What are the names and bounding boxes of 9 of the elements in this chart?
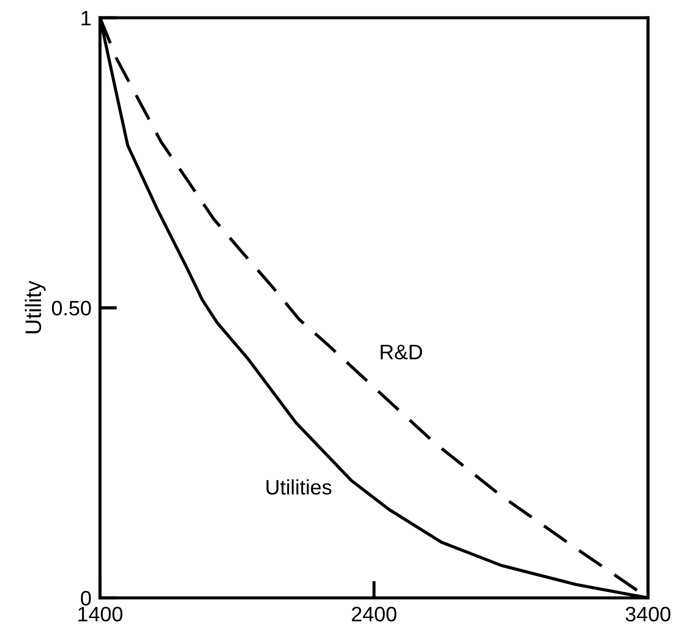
y-axis-title: Utility: [24, 280, 46, 334]
series-label: Utilities: [266, 479, 332, 495]
x-tick-label: 1400: [78, 606, 122, 622]
series-label: R&D: [380, 344, 422, 360]
y-tick-label: 1: [82, 10, 91, 26]
y-tick-label: 0: [80, 590, 91, 606]
y-tick-label: 0.50: [52, 300, 91, 316]
x-tick-label: 3400: [626, 606, 670, 622]
x-tick-label: 2400: [352, 606, 396, 622]
